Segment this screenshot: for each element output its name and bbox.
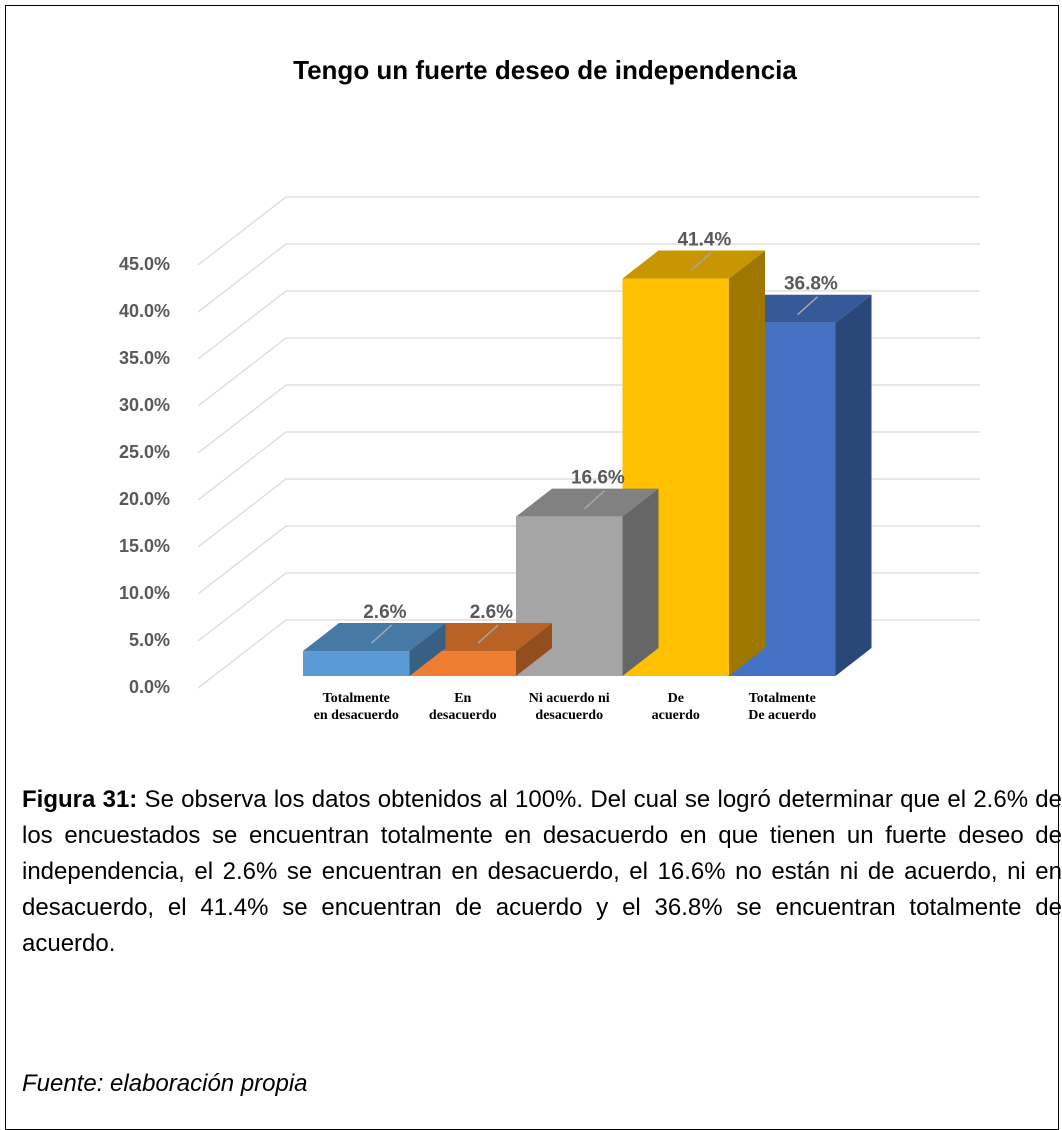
y-tick-label: 10.0% bbox=[119, 583, 170, 603]
source: Fuente: elaboración propia bbox=[22, 1070, 308, 1097]
leader-line bbox=[371, 624, 393, 644]
y-tick-label: 5.0% bbox=[129, 630, 170, 650]
bar-side bbox=[409, 623, 446, 676]
leader-line bbox=[690, 252, 712, 272]
leader-line bbox=[477, 624, 499, 644]
y-tick-label: 25.0% bbox=[119, 442, 170, 462]
y-tick-label: 35.0% bbox=[119, 348, 170, 368]
x-tick-label: Totalmente en desacuerdo bbox=[313, 691, 399, 723]
bar-side bbox=[729, 250, 765, 676]
leader-line bbox=[797, 296, 819, 316]
x-tick-label: De acuerdo bbox=[651, 691, 700, 723]
x-tick-label: Totalmente De acuerdo bbox=[748, 691, 817, 723]
caption-text: Se observa los datos obtenidos al 100%. … bbox=[22, 786, 1062, 957]
bar-top bbox=[303, 623, 446, 652]
y-tick-label: 40.0% bbox=[119, 301, 170, 321]
value-label: 36.8% bbox=[784, 274, 838, 295]
grid-line bbox=[197, 243, 980, 313]
value-label: 2.6% bbox=[470, 602, 513, 623]
x-tick-label: Ni acuerdo ni desacuerdo bbox=[528, 691, 610, 723]
y-tick-label: 0.0% bbox=[129, 677, 170, 697]
grid-line bbox=[197, 196, 980, 266]
y-tick-label: 45.0% bbox=[119, 254, 170, 274]
bar-side bbox=[622, 488, 659, 676]
bar-side bbox=[835, 294, 872, 676]
y-tick-label: 30.0% bbox=[119, 395, 170, 415]
value-label: 2.6% bbox=[363, 602, 406, 623]
bar-side bbox=[516, 623, 552, 676]
y-tick-label: 20.0% bbox=[119, 489, 170, 509]
y-tick-label: 15.0% bbox=[119, 536, 170, 556]
bar-top bbox=[622, 250, 765, 279]
x-tick-label: En desacuerdo bbox=[428, 691, 497, 723]
caption-label: Figura 31: bbox=[22, 786, 138, 813]
chart-title: Tengo un fuerte deseo de independencia bbox=[293, 55, 797, 85]
value-label: 41.4% bbox=[677, 230, 731, 251]
leader-line bbox=[584, 490, 606, 510]
value-label: 16.6% bbox=[571, 468, 625, 489]
bar bbox=[303, 651, 410, 676]
caption: Figura 31: Se observa los datos obtenido… bbox=[22, 782, 1062, 962]
bar-top bbox=[516, 488, 659, 517]
